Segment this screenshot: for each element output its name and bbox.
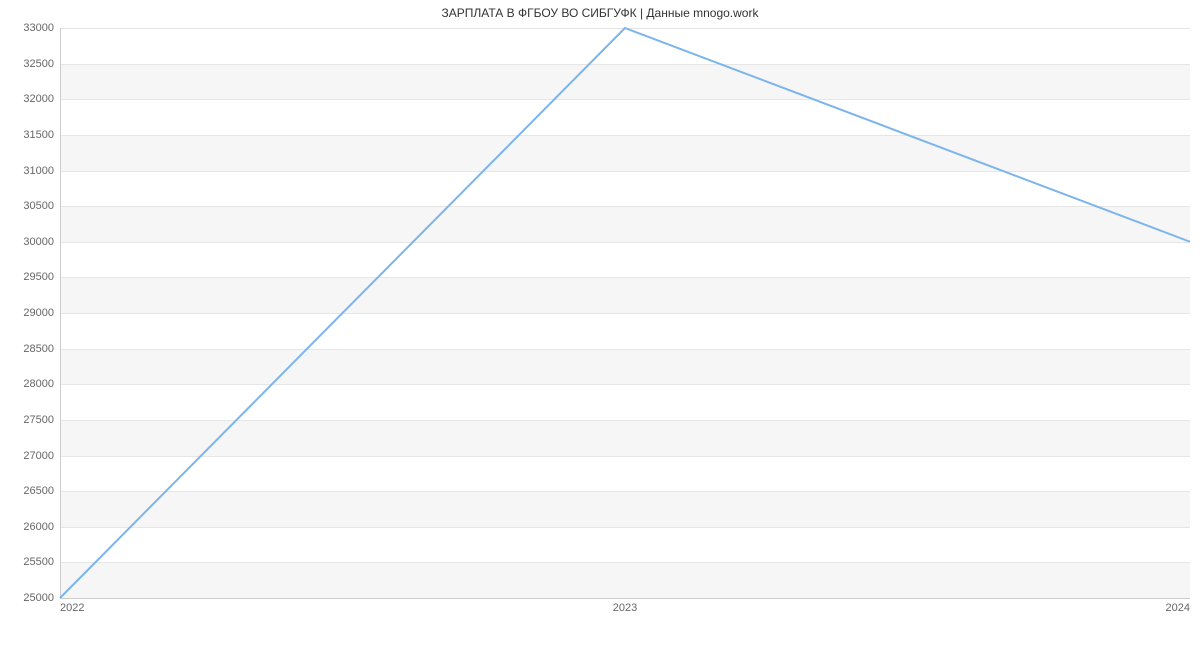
x-tick-label: 2023 bbox=[613, 602, 637, 614]
y-tick-label: 25000 bbox=[0, 592, 54, 604]
y-tick-label: 27500 bbox=[0, 414, 54, 426]
x-tick-label: 2024 bbox=[1166, 602, 1190, 614]
y-tick-label: 26500 bbox=[0, 485, 54, 497]
y-tick-label: 31000 bbox=[0, 165, 54, 177]
y-tick-label: 26000 bbox=[0, 521, 54, 533]
line-layer bbox=[60, 28, 1190, 598]
y-tick-label: 25500 bbox=[0, 556, 54, 568]
y-tick-label: 32500 bbox=[0, 58, 54, 70]
x-axis-labels: 2022 2023 2024 bbox=[60, 598, 1190, 618]
y-tick-label: 29000 bbox=[0, 307, 54, 319]
series-line bbox=[60, 28, 1190, 598]
y-tick-label: 28500 bbox=[0, 343, 54, 355]
y-axis-labels: 2500025500260002650027000275002800028500… bbox=[0, 28, 60, 598]
y-tick-label: 30500 bbox=[0, 200, 54, 212]
y-tick-label: 32000 bbox=[0, 93, 54, 105]
y-tick-label: 27000 bbox=[0, 450, 54, 462]
x-tick-label: 2022 bbox=[60, 602, 84, 614]
y-tick-label: 30000 bbox=[0, 236, 54, 248]
y-tick-label: 33000 bbox=[0, 22, 54, 34]
y-tick-label: 29500 bbox=[0, 271, 54, 283]
chart-title: ЗАРПЛАТА В ФГБОУ ВО СИБГУФК | Данные mno… bbox=[0, 6, 1200, 20]
y-tick-label: 28000 bbox=[0, 378, 54, 390]
plot-area bbox=[60, 28, 1190, 598]
y-tick-label: 31500 bbox=[0, 129, 54, 141]
